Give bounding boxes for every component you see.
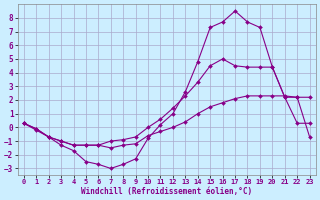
X-axis label: Windchill (Refroidissement éolien,°C): Windchill (Refroidissement éolien,°C): [81, 187, 252, 196]
